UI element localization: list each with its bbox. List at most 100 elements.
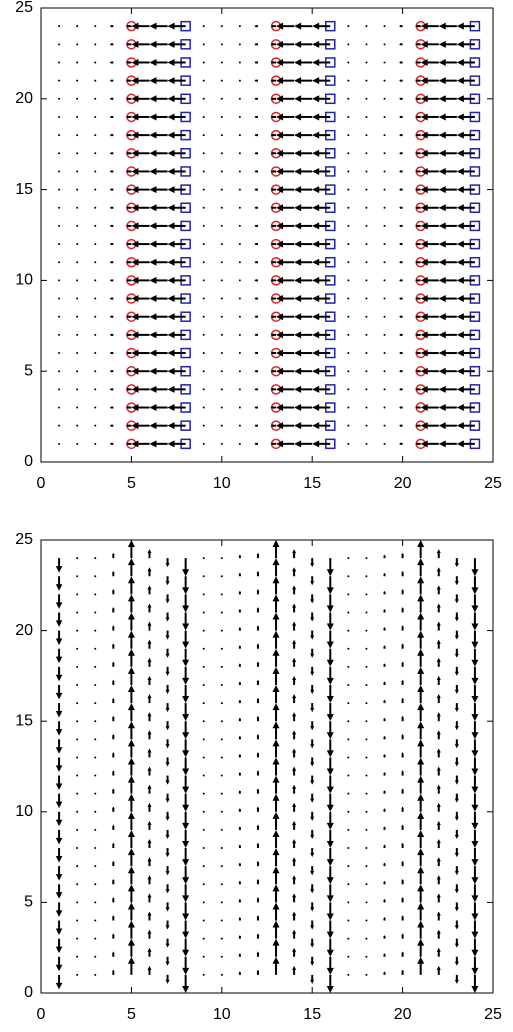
arrow-dot xyxy=(347,243,350,246)
arrow-head xyxy=(312,204,320,212)
arrow-dot xyxy=(220,647,223,650)
arrow xyxy=(202,937,205,940)
arrow-dot xyxy=(220,406,223,409)
arrow xyxy=(326,558,334,577)
arrow xyxy=(220,115,223,118)
arrow xyxy=(147,839,152,849)
arrow xyxy=(55,884,63,899)
arrow-head xyxy=(131,131,139,139)
arrow-head xyxy=(401,733,404,737)
arrow xyxy=(254,224,258,227)
arrow-dot xyxy=(365,665,368,668)
arrow-dot xyxy=(94,206,97,209)
arrow xyxy=(165,558,170,568)
arrow xyxy=(436,820,441,830)
arrow-head xyxy=(147,675,152,680)
arrow xyxy=(147,748,152,758)
arrow-head xyxy=(131,40,139,48)
arrow xyxy=(127,811,135,830)
arrow xyxy=(365,315,368,318)
arrow xyxy=(292,712,297,722)
arrow-head xyxy=(256,860,260,864)
arrow-head xyxy=(147,875,152,880)
arrow-head xyxy=(125,261,129,264)
arrow-head xyxy=(420,167,428,175)
arrow-dot xyxy=(347,79,350,82)
arrow-dot xyxy=(94,702,97,705)
arrow-head xyxy=(326,605,334,613)
arrow xyxy=(347,206,350,209)
arrow-dot xyxy=(365,756,368,759)
arrow xyxy=(383,352,386,355)
arrow-head xyxy=(398,170,401,173)
arrow xyxy=(182,757,190,776)
arrow-head xyxy=(270,279,274,282)
arrow-head xyxy=(270,224,274,228)
arrow-head xyxy=(398,206,401,209)
arrow xyxy=(220,170,223,173)
arrow xyxy=(415,115,421,119)
arrow-head xyxy=(254,134,256,136)
arrow xyxy=(94,43,97,46)
arrow-head xyxy=(112,733,115,737)
arrow-dot xyxy=(220,810,223,813)
arrow xyxy=(94,847,97,850)
arrow xyxy=(270,97,277,101)
arrow xyxy=(436,766,441,776)
arrow-dot xyxy=(94,810,97,813)
arrow xyxy=(131,313,150,321)
arrow-head xyxy=(256,951,260,954)
arrow-head xyxy=(292,911,297,916)
arrow xyxy=(220,575,223,578)
arrow xyxy=(182,793,190,812)
arrow xyxy=(109,333,114,336)
arrow xyxy=(58,406,61,409)
arrow xyxy=(347,901,350,904)
arrow-head xyxy=(415,43,418,46)
arrow-dot xyxy=(383,297,386,300)
arrow-dot xyxy=(94,406,97,409)
arrow xyxy=(76,388,79,391)
arrow-head xyxy=(456,222,464,230)
arrow xyxy=(383,261,386,264)
arrow-head xyxy=(292,639,297,644)
arrow-head xyxy=(471,623,479,631)
arrow xyxy=(112,570,115,577)
arrow xyxy=(401,788,404,794)
arrow xyxy=(454,956,459,966)
arrow xyxy=(254,442,258,445)
arrow xyxy=(415,279,421,282)
arrow-head xyxy=(415,279,418,282)
x-tick-label: 15 xyxy=(303,475,321,492)
arrow xyxy=(365,865,368,868)
arrow xyxy=(383,844,386,849)
arrow-head xyxy=(256,896,260,900)
arrow-head xyxy=(112,915,115,918)
arrow xyxy=(312,95,331,103)
arrow xyxy=(415,224,421,228)
arrow-head xyxy=(417,866,425,874)
arrow xyxy=(55,666,63,682)
arrow xyxy=(127,757,135,776)
arrow-head xyxy=(312,186,320,194)
arrow xyxy=(94,973,97,976)
arrow-head xyxy=(326,768,334,776)
arrow xyxy=(76,261,79,264)
arrow-head xyxy=(254,43,256,46)
arrow-head xyxy=(310,708,315,713)
arrow-head xyxy=(326,804,334,812)
arrow xyxy=(58,115,61,118)
arrow-dot xyxy=(202,683,205,686)
arrow xyxy=(365,702,368,705)
arrow-head xyxy=(109,61,112,64)
arrow xyxy=(55,721,63,736)
arrow xyxy=(383,333,386,336)
arrow xyxy=(125,442,132,446)
arrow-dot xyxy=(76,170,79,173)
arrow-dot xyxy=(76,424,79,427)
arrow-head xyxy=(294,367,302,375)
arrow-dot xyxy=(76,152,79,155)
plot-frame xyxy=(40,7,494,463)
arrow xyxy=(76,575,79,578)
arrow-dot xyxy=(94,43,97,46)
